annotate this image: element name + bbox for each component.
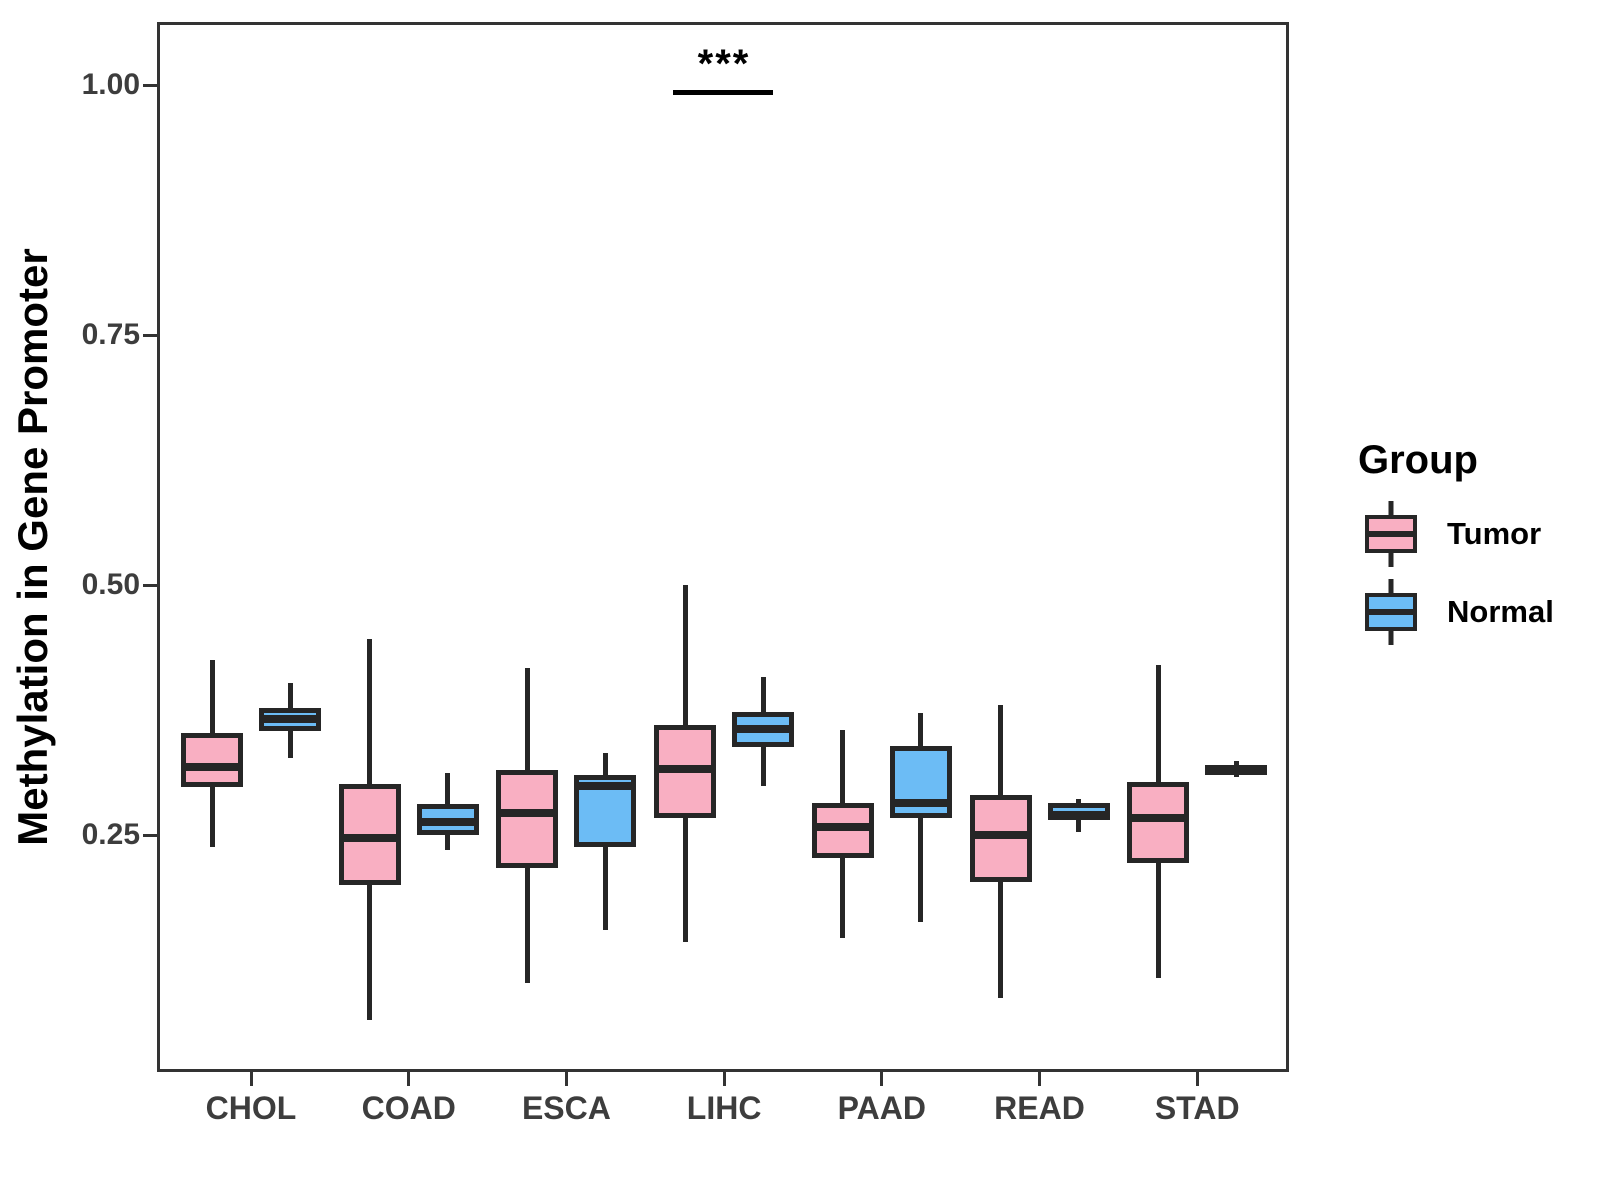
median-chol-normal <box>259 715 321 723</box>
y-tick-mark <box>143 333 157 337</box>
x-tick-mark <box>407 1072 411 1086</box>
y-tick-label: 0.25 <box>81 818 140 851</box>
y-tick-mark <box>143 83 157 87</box>
median-stad-tumor <box>1127 814 1190 822</box>
glyph-median <box>1365 531 1417 537</box>
legend-label: Tumor <box>1447 516 1542 551</box>
box-esca-tumor <box>496 770 559 868</box>
x-tick-label: ESCA <box>521 1090 611 1126</box>
box-stad-tumor <box>1127 782 1190 863</box>
x-tick-mark <box>880 1072 884 1086</box>
legend-entry-tumor: Tumor <box>1330 501 1554 567</box>
legend-entry-normal: Normal <box>1330 579 1554 645</box>
median-esca-tumor <box>496 809 559 817</box>
median-stad-normal <box>1205 766 1268 774</box>
y-tick-label: 0.75 <box>81 318 140 351</box>
median-esca-normal <box>574 782 637 790</box>
x-tick-label: READ <box>994 1090 1085 1126</box>
median-read-tumor <box>969 831 1032 839</box>
x-tick-label: COAD <box>361 1090 456 1126</box>
y-tick-label: 0.50 <box>81 568 140 601</box>
y-tick-mark <box>143 583 157 587</box>
legend-entries: Tumor Normal <box>1330 501 1554 645</box>
legend-title: Group <box>1358 438 1478 482</box>
x-tick-label: LIHC <box>686 1090 762 1126</box>
legend-label: Normal <box>1447 594 1554 629</box>
box-paad-normal <box>889 746 952 818</box>
median-lihc-normal <box>732 725 795 733</box>
median-paad-normal <box>889 799 952 807</box>
x-tick-label: STAD <box>1154 1090 1240 1126</box>
x-tick-mark <box>249 1072 253 1086</box>
legend: Group Tumor Normal <box>1330 438 1554 657</box>
x-tick-mark <box>564 1072 568 1086</box>
median-read-normal <box>1047 811 1110 819</box>
significance-bracket-line <box>673 90 773 95</box>
x-tick-label: CHOL <box>205 1090 297 1126</box>
glyph-median <box>1365 609 1417 615</box>
median-paad-tumor <box>811 823 874 831</box>
median-chol-tumor <box>181 763 243 771</box>
median-coad-tumor <box>338 834 401 842</box>
plot-panel <box>157 22 1289 1072</box>
y-tick-mark <box>143 833 157 837</box>
legend-boxplot-glyph-normal <box>1365 579 1417 645</box>
x-tick-label: PAAD <box>837 1090 926 1126</box>
x-tick-mark <box>1038 1072 1041 1086</box>
legend-boxplot-glyph-tumor <box>1365 501 1417 567</box>
y-tick-label: 1.00 <box>81 68 140 101</box>
median-coad-normal <box>416 818 479 826</box>
x-tick-mark <box>722 1072 726 1086</box>
box-chol-tumor <box>181 733 243 787</box>
median-lihc-tumor <box>654 765 717 773</box>
x-tick-mark <box>1195 1072 1199 1086</box>
significance-stars: *** <box>697 42 751 86</box>
